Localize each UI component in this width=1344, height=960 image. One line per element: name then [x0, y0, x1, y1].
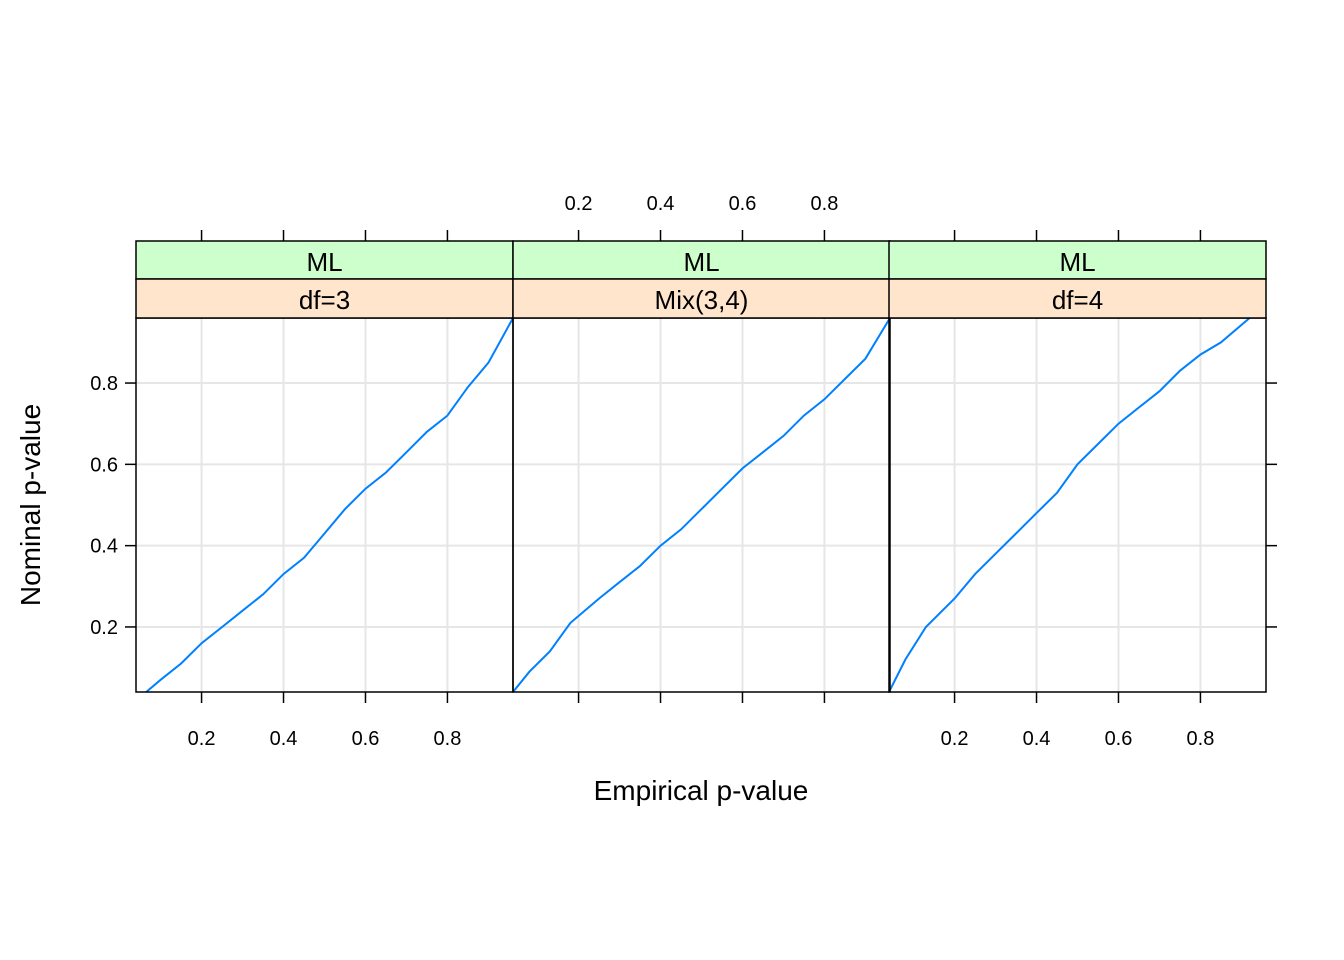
strip-layer: ML df=3 ML Mix(3,4) ML df=4 — [135, 240, 1267, 319]
x-axis-title: Empirical p-value — [594, 775, 809, 806]
panel-frame — [512, 317, 891, 693]
series-layer — [145, 318, 1251, 692]
strip-outer-label: ML — [306, 247, 342, 277]
y-tick-label: 0.2 — [90, 617, 118, 639]
tick-layer: 0.2 0.4 0.6 0.8 0.2 0.4 0.6 0.8 0.2 0.4 0.6 0.8 0.2 0… — [90, 193, 1277, 750]
y-tick-label: 0.8 — [90, 373, 118, 395]
strip-outer-label: ML — [683, 247, 719, 277]
y-tick-label: 0.6 — [90, 454, 118, 476]
x-tick-label-bottom: 0.8 — [434, 728, 462, 750]
grid-layer — [136, 318, 1266, 692]
x-tick-label-bottom: 0.4 — [1023, 728, 1051, 750]
y-axis-title: Nominal p-value — [15, 404, 46, 606]
x-tick-label-top: 0.6 — [729, 193, 757, 215]
x-tick-label-bottom: 0.8 — [1187, 728, 1215, 750]
strip-outer — [888, 240, 1267, 280]
strip-outer-label: ML — [1059, 247, 1095, 277]
x-tick-label-bottom: 0.6 — [1105, 728, 1133, 750]
strip-inner-label: df=4 — [1052, 285, 1103, 315]
panel-frame — [888, 317, 1267, 693]
strip-inner — [888, 278, 1267, 319]
frame-layer — [135, 317, 1267, 693]
x-tick-label-bottom: 0.6 — [352, 728, 380, 750]
x-tick-label-top: 0.4 — [647, 193, 675, 215]
x-tick-label-bottom: 0.4 — [270, 728, 298, 750]
strip-inner-label: Mix(3,4) — [655, 285, 749, 315]
x-tick-label-bottom: 0.2 — [188, 728, 216, 750]
series-line — [889, 318, 1251, 692]
y-tick-label: 0.4 — [90, 536, 118, 558]
series-line — [513, 318, 890, 692]
x-tick-label-bottom: 0.2 — [941, 728, 969, 750]
strip-inner-label: df=3 — [299, 285, 350, 315]
series-line — [145, 318, 513, 692]
x-tick-label-top: 0.8 — [811, 193, 839, 215]
panel-frame — [135, 317, 514, 693]
strip-inner — [512, 278, 891, 319]
strip-outer — [135, 240, 514, 280]
strip-inner — [135, 278, 514, 319]
x-tick-label-top: 0.2 — [565, 193, 593, 215]
